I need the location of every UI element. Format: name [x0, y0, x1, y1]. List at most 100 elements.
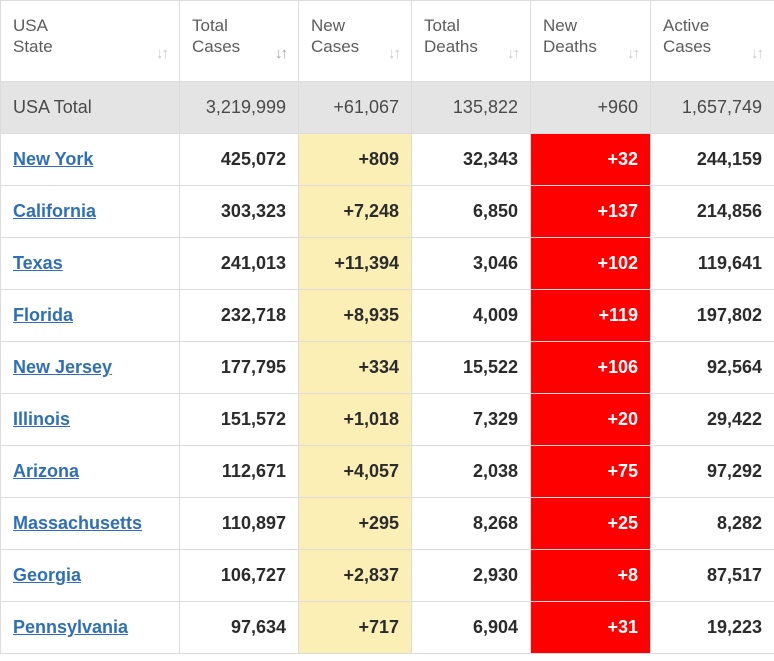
state-cell: Illinois: [0, 393, 180, 446]
col-header-total-cases[interactable]: Total Cases ↓↑: [179, 0, 299, 82]
state-link[interactable]: Arizona: [13, 461, 80, 481]
total-deaths-cell: 6,850: [411, 185, 531, 238]
header-label-line1: Total: [424, 16, 460, 35]
active-cases-cell: 197,802: [650, 289, 774, 342]
col-header-state[interactable]: USA State ↓↑: [0, 0, 180, 82]
sort-icon[interactable]: ↓↑: [751, 45, 764, 62]
table-row: Georgia 106,727 +2,837 2,930 +8 87,517: [0, 549, 774, 602]
active-cases-cell: 244,159: [650, 133, 774, 186]
total-new-cases: +61,067: [298, 81, 412, 134]
total-new-deaths: +960: [530, 81, 651, 134]
state-link[interactable]: Illinois: [13, 409, 71, 429]
state-link[interactable]: Massachusetts: [13, 513, 143, 533]
sort-icon[interactable]: ↓↑: [627, 45, 640, 62]
header-label-line2: Deaths: [543, 37, 597, 56]
state-link[interactable]: New Jersey: [13, 357, 113, 377]
table-row: California 303,323 +7,248 6,850 +137 214,856: [0, 185, 774, 238]
new-cases-cell: +295: [298, 497, 412, 550]
active-cases-cell: 19,223: [650, 601, 774, 654]
col-header-new-cases[interactable]: New Cases ↓↑: [298, 0, 412, 82]
total-cases-cell: 112,671: [179, 445, 299, 498]
new-cases-cell: +4,057: [298, 445, 412, 498]
state-link[interactable]: California: [13, 201, 97, 221]
active-cases-cell: 87,517: [650, 549, 774, 602]
total-cases-cell: 425,072: [179, 133, 299, 186]
col-header-active-cases[interactable]: Active Cases ↓↑: [650, 0, 774, 82]
state-cell: Massachusetts: [0, 497, 180, 550]
new-deaths-cell: +20: [530, 393, 651, 446]
header-label-line2: Cases: [311, 37, 360, 56]
sort-icon[interactable]: ↓↑: [388, 45, 401, 62]
state-link[interactable]: Pennsylvania: [13, 617, 129, 637]
total-cases-cell: 110,897: [179, 497, 299, 550]
state-cell: Texas: [0, 237, 180, 290]
state-cell: Georgia: [0, 549, 180, 602]
total-cases-cell: 232,718: [179, 289, 299, 342]
col-header-new-deaths[interactable]: New Deaths ↓↑: [530, 0, 651, 82]
new-cases-cell: +2,837: [298, 549, 412, 602]
state-link[interactable]: Georgia: [13, 565, 82, 585]
new-deaths-cell: +119: [530, 289, 651, 342]
active-cases-cell: 92,564: [650, 341, 774, 394]
new-cases-cell: +717: [298, 601, 412, 654]
table-row: Texas 241,013 +11,394 3,046 +102 119,641: [0, 237, 774, 290]
new-cases-cell: +7,248: [298, 185, 412, 238]
table-row: Florida 232,718 +8,935 4,009 +119 197,802: [0, 289, 774, 342]
header-label-line1: Active: [663, 16, 710, 35]
state-cell: New Jersey: [0, 341, 180, 394]
table-row: Massachusetts 110,897 +295 8,268 +25 8,282: [0, 497, 774, 550]
total-active-cases: 1,657,749: [650, 81, 774, 134]
header-label-line1: USA: [13, 16, 48, 35]
active-cases-cell: 214,856: [650, 185, 774, 238]
new-deaths-cell: +31: [530, 601, 651, 654]
new-cases-cell: +8,935: [298, 289, 412, 342]
new-deaths-cell: +106: [530, 341, 651, 394]
total-cases-cell: 106,727: [179, 549, 299, 602]
total-cases-cell: 97,634: [179, 601, 299, 654]
state-cell: New York: [0, 133, 180, 186]
total-cases-cell: 177,795: [179, 341, 299, 394]
new-deaths-cell: +25: [530, 497, 651, 550]
total-deaths-cell: 3,046: [411, 237, 531, 290]
table-row: New York 425,072 +809 32,343 +32 244,159: [0, 133, 774, 186]
total-deaths-cell: 7,329: [411, 393, 531, 446]
sort-desc-icon[interactable]: ↓↑: [275, 45, 288, 62]
state-link[interactable]: Florida: [13, 305, 74, 325]
header-label-line1: Total: [192, 16, 228, 35]
table-row: Pennsylvania 97,634 +717 6,904 +31 19,223: [0, 601, 774, 654]
active-cases-cell: 119,641: [650, 237, 774, 290]
total-cases-cell: 151,572: [179, 393, 299, 446]
new-cases-cell: +809: [298, 133, 412, 186]
state-cell: Arizona: [0, 445, 180, 498]
active-cases-cell: 29,422: [650, 393, 774, 446]
total-deaths-cell: 2,930: [411, 549, 531, 602]
new-cases-cell: +1,018: [298, 393, 412, 446]
header-label-line2: Cases: [663, 37, 712, 56]
new-deaths-cell: +75: [530, 445, 651, 498]
table-row: Arizona 112,671 +4,057 2,038 +75 97,292: [0, 445, 774, 498]
state-cell: Pennsylvania: [0, 601, 180, 654]
total-deaths-cell: 32,343: [411, 133, 531, 186]
sort-icon[interactable]: ↓↑: [156, 45, 169, 62]
header-label-line1: New: [543, 16, 578, 35]
header-label-line2: State: [13, 37, 53, 56]
total-total-cases: 3,219,999: [179, 81, 299, 134]
state-link[interactable]: Texas: [13, 253, 63, 273]
active-cases-cell: 8,282: [650, 497, 774, 550]
sort-icon[interactable]: ↓↑: [507, 45, 520, 62]
new-deaths-cell: +102: [530, 237, 651, 290]
active-cases-cell: 97,292: [650, 445, 774, 498]
total-deaths-cell: 6,904: [411, 601, 531, 654]
state-link[interactable]: New York: [13, 149, 94, 169]
state-cell: California: [0, 185, 180, 238]
table-row: Illinois 151,572 +1,018 7,329 +20 29,422: [0, 393, 774, 446]
new-cases-cell: +334: [298, 341, 412, 394]
new-deaths-cell: +137: [530, 185, 651, 238]
new-cases-cell: +11,394: [298, 237, 412, 290]
col-header-total-deaths[interactable]: Total Deaths ↓↑: [411, 0, 531, 82]
new-deaths-cell: +32: [530, 133, 651, 186]
header-label-line2: Deaths: [424, 37, 478, 56]
header-label-line1: New: [311, 16, 346, 35]
state-cell: Florida: [0, 289, 180, 342]
